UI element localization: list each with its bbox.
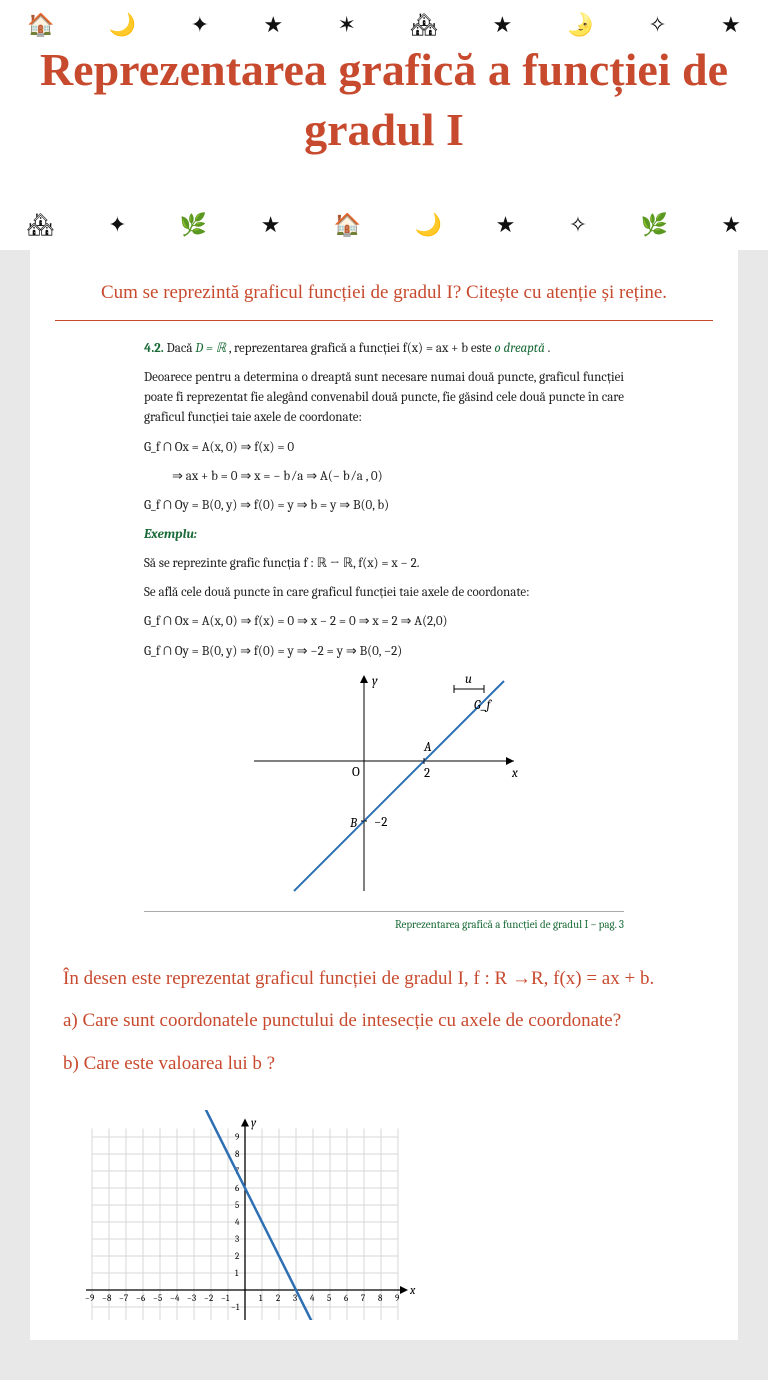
divider	[55, 320, 713, 321]
svg-text:3: 3	[235, 1235, 239, 1245]
example-eq-2: G_f ∩ Oy = B(0, y) ⇒ f(0) = y ⇒ −2 = y ⇒…	[144, 642, 624, 662]
svg-text:9: 9	[395, 1294, 399, 1304]
figure-caption: Reprezentarea grafică a funcției de grad…	[144, 911, 624, 933]
content-card: Cum se reprezintă graficul funcției de g…	[30, 250, 738, 1340]
svg-text:−4: −4	[170, 1294, 180, 1304]
svg-text:−8: −8	[102, 1294, 112, 1304]
svg-text:1: 1	[235, 1269, 239, 1279]
svg-text:O: O	[352, 765, 360, 780]
svg-text:u: u	[465, 672, 472, 687]
doodle-icon: 🌿	[180, 212, 207, 238]
svg-text:6: 6	[344, 1294, 349, 1304]
question-a: a) Care sunt coordonatele punctului de i…	[63, 1007, 705, 1035]
intro-paragraph: 4.2. Dacă D = ℝ , reprezentarea grafică …	[144, 339, 624, 359]
svg-text:3: 3	[293, 1294, 297, 1304]
emphasis-line-word: o dreaptă	[494, 341, 544, 356]
svg-text:8: 8	[378, 1294, 383, 1304]
svg-text:4: 4	[310, 1294, 315, 1304]
doodle-icon: 🏠	[334, 212, 361, 238]
paragraph-1: Deoarece pentru a determina o dreaptă su…	[144, 368, 624, 428]
question-intro: În desen este reprezentat graficul funcț…	[63, 965, 705, 993]
header-banner: 🏠🌙✦★✶🏘★🌛✧★ Reprezentarea grafică a funcț…	[0, 0, 768, 250]
equation-1: G_f ∩ Ox = A(x, 0) ⇒ f(x) = 0	[144, 438, 624, 458]
svg-text:5: 5	[327, 1294, 331, 1304]
svg-text:A: A	[423, 740, 432, 755]
svg-text:x: x	[409, 1283, 416, 1297]
textbook-excerpt: 4.2. Dacă D = ℝ , reprezentarea grafică …	[144, 339, 624, 933]
doodle-icon: ✦	[108, 212, 126, 238]
svg-text:4: 4	[235, 1218, 240, 1228]
function-graph-grid: −9−8−7−6−5−4−3−2−1123456789123456789−2−1…	[65, 1110, 425, 1330]
svg-text:G_f: G_f	[474, 698, 493, 713]
svg-text:−1: −1	[231, 1303, 240, 1313]
svg-text:x: x	[511, 766, 518, 781]
question-b: b) Care este valoarea lui b ?	[63, 1050, 705, 1078]
intro-text-3: .	[548, 341, 551, 356]
question-block: În desen este reprezentat graficul funcț…	[55, 933, 713, 1101]
example-intro: Să se reprezinte grafic funcția f : ℝ → …	[144, 554, 624, 574]
svg-text:2: 2	[235, 1252, 239, 1262]
domain-math: D = ℝ	[195, 341, 226, 356]
doodle-icon: ★	[261, 212, 281, 238]
svg-text:−7: −7	[119, 1294, 129, 1304]
svg-text:y: y	[251, 1116, 257, 1130]
doodle-icon: 🌿	[641, 212, 668, 238]
intro-text-1: Dacă	[167, 341, 196, 356]
svg-text:−5: −5	[153, 1294, 162, 1304]
equation-3: G_f ∩ Oy = B(0, y) ⇒ f(0) = y ⇒ b = y ⇒ …	[144, 496, 624, 516]
doodle-icon: ✧	[569, 212, 587, 238]
doodle-icon: ★	[721, 212, 741, 238]
svg-text:8: 8	[235, 1150, 240, 1160]
doodle-icon: 🏘	[27, 212, 55, 238]
svg-text:−9: −9	[85, 1294, 94, 1304]
svg-text:B: B	[349, 816, 357, 831]
svg-text:y: y	[372, 674, 378, 689]
svg-text:2: 2	[276, 1294, 280, 1304]
section-number: 4.2.	[144, 341, 164, 356]
svg-text:−2: −2	[374, 815, 387, 830]
svg-text:−1: −1	[221, 1294, 230, 1304]
example-eq-1: G_f ∩ Ox = A(x, 0) ⇒ f(x) = 0 ⇒ x − 2 = …	[144, 612, 624, 632]
svg-text:9: 9	[235, 1133, 239, 1143]
svg-text:2: 2	[424, 766, 430, 781]
function-graph-simple: u x y 2 −2 O A B G_f	[244, 671, 524, 901]
svg-text:−6: −6	[136, 1294, 146, 1304]
page-title: Reprezentarea grafică a funcției de grad…	[0, 0, 768, 190]
svg-text:6: 6	[235, 1184, 240, 1194]
subtitle: Cum se reprezintă graficul funcției de g…	[55, 270, 713, 320]
intro-text-2: , reprezentarea grafică a funcției f(x) …	[229, 341, 494, 356]
equation-2: ⇒ ax + b = 0 ⇒ x = − b⁄a ⇒ A(− b⁄a , 0)	[144, 467, 624, 487]
svg-text:7: 7	[361, 1294, 366, 1304]
svg-text:−2: −2	[204, 1294, 213, 1304]
doodle-icon: 🌙	[415, 212, 442, 238]
svg-text:−3: −3	[187, 1294, 196, 1304]
example-paragraph: Se află cele două puncte în care graficu…	[144, 583, 624, 603]
svg-text:5: 5	[235, 1201, 239, 1211]
example-label: Exemplu:	[144, 525, 624, 545]
doodle-icon: ★	[496, 212, 516, 238]
doodle-row-bottom: 🏘 ✦ 🌿 ★ 🏠 🌙 ★ ✧ 🌿 ★	[0, 200, 768, 250]
